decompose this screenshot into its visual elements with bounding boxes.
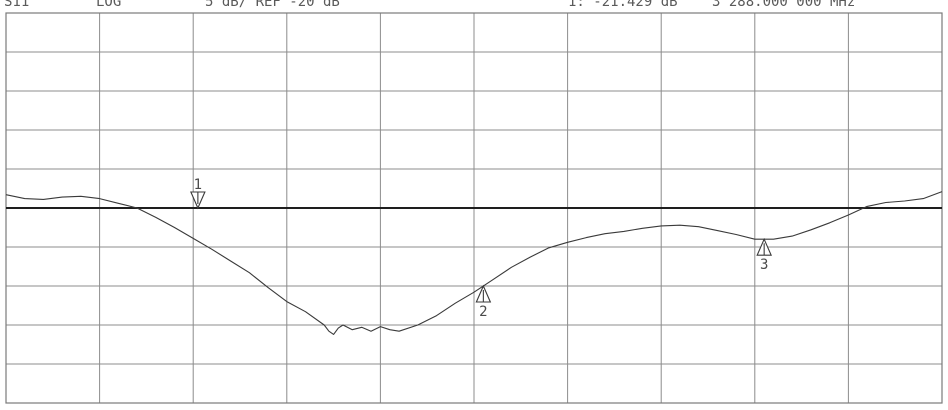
format-label: LOG [96,0,122,10]
marker-triangle [190,191,206,210]
parameter-label: S11 [4,0,30,10]
marker-readout: 1: -21.429 dB [568,0,678,10]
marker-label: 1 [194,177,202,193]
markers: 1 2 3 [190,177,773,320]
marker-3: 3 [756,237,773,273]
marker-triangle [756,237,773,256]
marker-2: 2 [475,284,492,320]
s11-trace [5,191,943,335]
marker-triangle [475,284,492,303]
marker-label: 3 [760,257,768,273]
analyzer-header: S11 LOG 5 dB/ REF -20 dB 1: -21.429 dB 3… [0,0,948,10]
marker-1: 1 [190,177,206,210]
marker-frequency: 3 288.000 000 MHz [712,0,856,10]
scale-reference-label: 5 dB/ REF -20 dB [205,0,340,10]
marker-label: 2 [479,304,487,320]
